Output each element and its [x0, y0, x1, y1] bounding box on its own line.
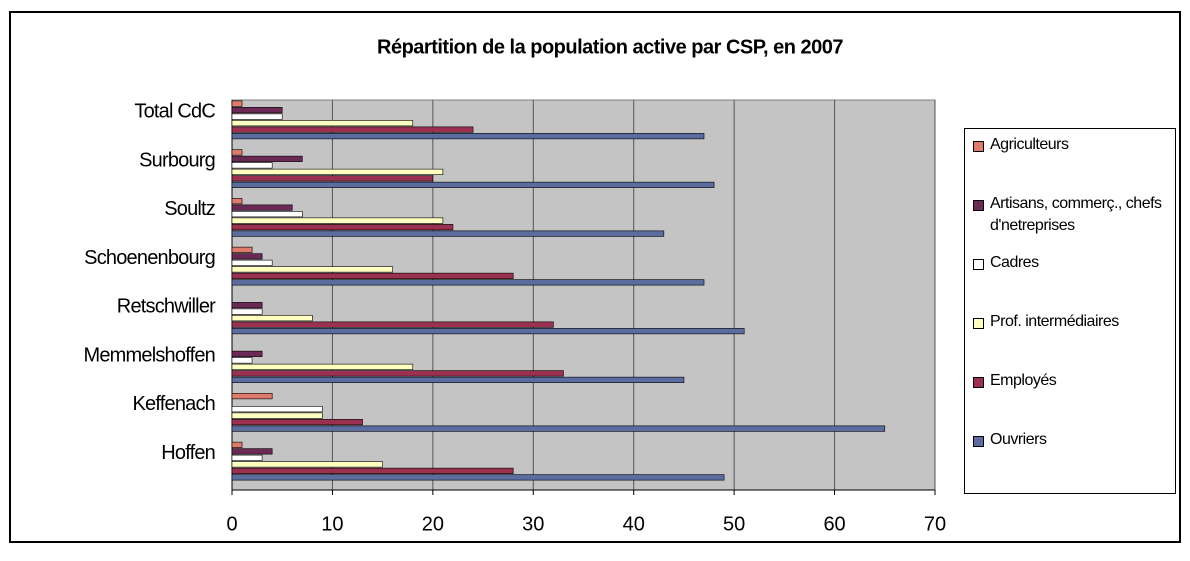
y-tick-label: Soultz — [164, 198, 215, 220]
y-tick-label: Retschwiller — [117, 296, 216, 318]
legend-item: Artisans, commerç., chefs d'netreprises — [973, 195, 1169, 255]
bar — [231, 259, 273, 266]
x-tick-label: 40 — [623, 513, 645, 535]
bar — [231, 246, 253, 253]
bar — [231, 107, 283, 114]
legend-item: Cadres — [973, 254, 1169, 314]
y-tick-label: Hoffen — [161, 442, 215, 464]
bar — [231, 217, 444, 224]
legend-swatch — [973, 200, 984, 211]
bar — [231, 467, 514, 474]
legend-swatch — [973, 259, 984, 270]
bar — [231, 321, 554, 328]
legend-label: Prof. intermédiaires — [990, 313, 1119, 330]
bar — [231, 181, 715, 188]
bar — [231, 406, 323, 413]
legend-swatch — [973, 377, 984, 388]
bar — [231, 315, 313, 322]
bar — [231, 175, 434, 182]
bar — [231, 211, 303, 218]
bar — [231, 363, 414, 370]
x-tick-label: 20 — [422, 513, 444, 535]
bar — [231, 308, 263, 315]
bar — [231, 328, 745, 335]
x-tick-label: 0 — [226, 513, 237, 535]
legend-item: Agriculteurs — [973, 136, 1169, 196]
bar — [231, 302, 263, 309]
bar — [231, 133, 705, 140]
y-tick-label: Memmelshoffen — [83, 344, 215, 366]
bar — [231, 113, 283, 120]
y-tick-label: Surbourg — [139, 149, 215, 171]
y-tick-label: Keffenach — [132, 393, 215, 415]
bar — [231, 425, 886, 432]
bar — [231, 272, 514, 279]
bar — [231, 126, 474, 133]
y-tick-label: Total CdC — [134, 101, 215, 123]
x-tick-label: 50 — [723, 513, 745, 535]
bar — [231, 198, 243, 205]
bar — [231, 279, 705, 286]
legend-label: Cadres — [990, 254, 1039, 271]
x-tick-label: 60 — [823, 513, 845, 535]
bar — [231, 149, 243, 156]
bar — [231, 419, 363, 426]
bar — [231, 376, 685, 383]
legend-label: Ouvriers — [990, 431, 1047, 448]
bar — [231, 168, 444, 175]
x-tick-label: 10 — [321, 513, 343, 535]
bar — [231, 441, 243, 448]
legend-swatch — [973, 436, 984, 447]
legend-label: Employés — [990, 372, 1057, 389]
bar — [231, 100, 243, 107]
legend: Agriculteurs Artisans, commerç., chefs d'… — [964, 128, 1176, 494]
bar — [231, 230, 665, 237]
legend-label: Artisans, commerç., chefs d'netreprises — [990, 195, 1162, 234]
bar — [231, 474, 725, 481]
chart-title: Répartition de la population active par … — [377, 36, 843, 58]
bar — [231, 266, 393, 273]
bar — [231, 253, 263, 260]
legend-label: Agriculteurs — [990, 136, 1069, 153]
legend-item: Employés — [973, 372, 1169, 432]
bar — [231, 448, 273, 455]
bar — [231, 162, 273, 169]
legend-item: Ouvriers — [973, 431, 1169, 491]
x-tick-label: 30 — [522, 513, 544, 535]
bar — [231, 357, 253, 364]
legend-swatch — [973, 318, 984, 329]
frame — [9, 11, 1181, 543]
bar — [231, 454, 263, 461]
bar — [231, 224, 454, 231]
bar — [231, 204, 293, 211]
bar — [231, 393, 273, 400]
bar — [231, 155, 303, 162]
bar — [231, 120, 414, 127]
bar — [231, 370, 564, 377]
bar — [231, 350, 263, 357]
legend-swatch — [973, 141, 984, 152]
bar — [231, 412, 323, 419]
bar — [231, 461, 383, 468]
y-tick-label: Schoenenbourg — [84, 247, 215, 269]
legend-item: Prof. intermédiaires — [973, 313, 1169, 373]
x-tick-label: 70 — [924, 513, 946, 535]
